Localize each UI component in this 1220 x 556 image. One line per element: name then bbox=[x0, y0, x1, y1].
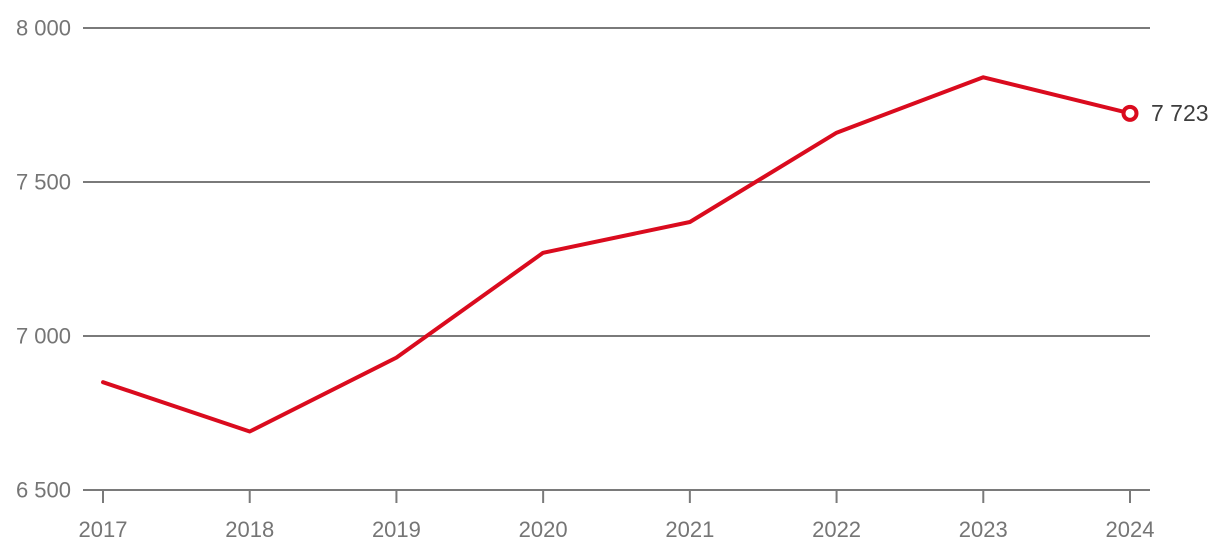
gridlines bbox=[83, 27, 1150, 491]
x-tick-label: 2017 bbox=[79, 517, 128, 542]
end-point-marker bbox=[1121, 104, 1139, 122]
y-tick-label: 6 500 bbox=[16, 478, 71, 503]
x-axis: 2017 2018 2019 2020 2021 2022 2023 2024 bbox=[79, 490, 1155, 542]
y-tick-label: 7 000 bbox=[16, 324, 71, 349]
x-tick-label: 2023 bbox=[959, 517, 1008, 542]
x-tick-label: 2022 bbox=[812, 517, 861, 542]
y-axis-tick-labels: 6 500 7 000 7 500 8 000 bbox=[16, 16, 71, 503]
y-tick-label: 7 500 bbox=[16, 170, 71, 195]
x-tick-label: 2024 bbox=[1106, 517, 1155, 542]
series-line bbox=[101, 75, 1132, 434]
x-tick-label: 2021 bbox=[665, 517, 714, 542]
x-tick-label: 2018 bbox=[225, 517, 274, 542]
y-tick-label: 8 000 bbox=[16, 16, 71, 41]
x-tick-label: 2019 bbox=[372, 517, 421, 542]
x-tick-label: 2020 bbox=[519, 517, 568, 542]
end-point-value-label: 7 723 bbox=[1151, 100, 1209, 126]
